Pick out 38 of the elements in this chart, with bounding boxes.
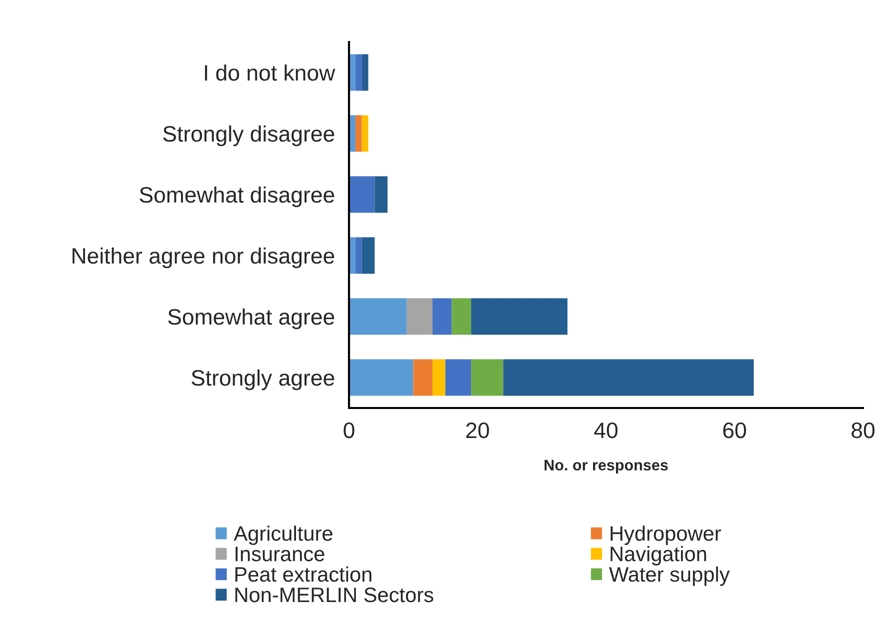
y-tick-label: Neither agree nor disagree <box>72 247 334 268</box>
x-tick-label: 60 <box>723 422 746 438</box>
bar <box>349 176 375 213</box>
bar <box>355 237 362 274</box>
y-tick-label: Strongly agree <box>192 369 334 390</box>
bar <box>362 237 375 274</box>
x-tick-label: 20 <box>466 422 489 438</box>
legend-label: Water supply <box>609 566 730 586</box>
bar <box>362 115 368 152</box>
legend-label: Insurance <box>236 546 324 562</box>
bar <box>445 359 472 396</box>
bar <box>471 298 568 335</box>
x-tick-label: 80 <box>852 422 874 438</box>
y-tick-label: Strongly disagree <box>163 125 334 146</box>
bar <box>432 298 452 335</box>
legend-label: Agriculture <box>234 526 332 545</box>
x-tick-label: 40 <box>594 422 618 438</box>
bar <box>362 54 368 91</box>
legend-label: Non-MERLIN Sectors <box>235 588 434 602</box>
bar <box>355 54 362 91</box>
bar <box>503 359 754 396</box>
y-tick-label: I do not know <box>204 64 336 81</box>
y-tick-label: Somewhat disagree <box>140 186 334 208</box>
y-tick-label: Somewhat agree <box>168 308 334 330</box>
bar <box>452 298 472 335</box>
bar <box>349 359 414 396</box>
bar <box>432 359 446 396</box>
x-tick-label: 0 <box>344 422 354 438</box>
legend-label: Navigation <box>610 546 706 566</box>
x-axis-title: No. or responses <box>544 460 668 474</box>
legend-label: Hydropower <box>610 526 721 545</box>
legend-label: Peat extraction <box>235 566 372 582</box>
bar <box>349 298 407 335</box>
bar <box>471 359 504 396</box>
bar <box>355 115 362 152</box>
bar <box>413 359 433 396</box>
bar <box>374 176 388 213</box>
bar <box>406 298 433 335</box>
